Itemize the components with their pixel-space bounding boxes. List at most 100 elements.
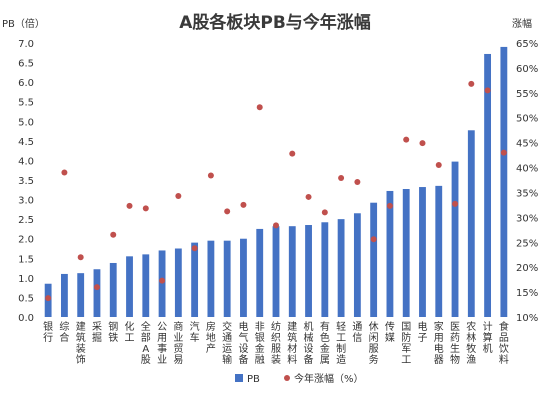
pb-bar [256,228,264,317]
category-label: 综合 [59,320,69,344]
left-axis-label: PB（倍） [2,17,45,30]
right-tick-label: 65% [516,39,538,50]
pb-bar [174,248,182,317]
pb-bar [240,238,247,317]
gain-dot [500,149,507,156]
category-label: 轻工制造 [336,320,346,366]
pb-bar [158,250,166,317]
left-tick-label: 2.0 [18,235,34,246]
gain-dot [386,202,393,209]
category-label: 休闲服务 [369,321,379,366]
left-tick-label: 5.5 [18,98,34,109]
right-tick-label: 60% [516,64,538,75]
left-tick-label: 5.0 [18,117,34,128]
gain-dot [191,245,198,252]
right-tick-label: 45% [516,139,538,150]
pb-bars [44,46,508,318]
right-tick-label: 40% [516,164,538,175]
pb-bar [207,240,215,317]
gain-dot [256,104,263,111]
pb-bar [142,254,150,317]
legend-gain-swatch [284,375,290,381]
left-tick-label: 0.0 [18,313,34,324]
right-tick-label: 25% [516,238,538,249]
left-tick-label: 3.5 [18,176,34,187]
right-tick-label: 15% [516,288,538,299]
pb-bar [77,273,85,317]
right-axis-label: 涨幅 [512,17,532,30]
pb-bar [419,187,426,317]
gain-dot [484,87,491,94]
pb-bar [353,213,361,317]
legend-gain-label: 今年涨幅（%） [294,372,364,385]
gain-dot [452,200,459,207]
gain-dot [403,136,410,143]
left-tick-label: 1.5 [18,254,34,265]
gain-dot [273,222,279,229]
left-tick-label: 1.0 [18,274,34,285]
category-label: 化工 [125,320,135,344]
gain-dot [305,193,312,200]
gain-dot [159,277,166,284]
legend: PB 今年涨幅（%） [235,372,364,385]
right-axis: 10% 15% 20% 25% 30% 35% 40% 45% 50% 55% 60% 65% [516,39,538,324]
left-tick-label: 4.5 [18,137,34,148]
pb-bar [126,256,133,317]
right-tick-label: 35% [516,188,538,199]
gain-dot [289,150,296,157]
right-tick-label: 30% [516,213,538,224]
pb-bar [386,190,394,317]
left-axis: 0.0 0.5 1.0 1.5 2.0 2.5 3.0 3.5 4.0 4.5 5.0 5.5 6.0 6… [18,39,34,324]
left-tick-label: 6.0 [18,78,34,89]
pb-bar [402,189,410,317]
left-tick-label: 4.0 [18,156,34,167]
right-tick-label: 10% [516,313,538,324]
right-tick-label: 50% [516,114,538,125]
pb-bar [484,53,492,318]
category-label: 家用电器 [434,320,444,366]
category-label: 电子 [417,320,427,344]
gain-dot [370,236,377,243]
pb-bar [500,46,508,318]
category-label: 采掘 [92,321,102,344]
category-label: 传媒 [385,321,395,344]
pb-bar [288,226,296,317]
gain-dot [435,162,442,169]
gain-dot [338,175,345,182]
pb-bar [93,269,101,317]
chart-title: A股各板块PB与今年涨幅 [179,12,371,33]
category-label: 银行 [43,320,53,344]
category-label: 国防军工 [401,321,411,366]
category-label: 电气设备 [238,320,248,366]
category-label: 机械设备 [304,320,314,366]
pb-bar [467,130,475,317]
category-label: 计算机 [483,320,493,355]
pb-bar [305,225,312,317]
category-label: 建筑装饰 [76,320,86,366]
category-label: 纺织服装 [271,320,281,366]
gain-dot [468,80,475,87]
category-label: 通信 [352,321,362,344]
category-label: 房地产 [206,320,216,355]
gain-dot [110,231,117,238]
gain-dot [93,284,100,291]
category-label: 钢铁 [108,320,118,344]
category-label: 商业贸易 [173,320,183,366]
legend-pb-label: PB [247,374,260,385]
legend-pb-swatch [235,374,243,382]
gain-dot [45,295,52,302]
pb-bar [223,240,231,317]
category-label: 非银金融 [255,321,265,366]
category-label: 食品饮料 [499,320,509,366]
category-label: 医药生物 [450,321,460,366]
pb-bar [109,262,117,317]
category-label: 公用事业 [157,322,167,366]
gain-dots [45,80,507,302]
pb-bar [370,202,378,317]
pb-bar [435,185,443,317]
gain-dot [419,140,426,147]
pb-bar [60,273,68,317]
category-label: 有色金属 [320,320,330,366]
